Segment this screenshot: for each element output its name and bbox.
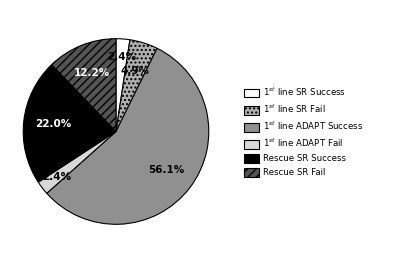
Text: 56.1%: 56.1% [148,165,184,175]
Wedge shape [116,39,130,132]
Legend: 1$^{st}$ line SR Success, 1$^{st}$ line SR Fail, 1$^{st}$ line ADAPT Success, 1$: 1$^{st}$ line SR Success, 1$^{st}$ line … [241,83,366,180]
Wedge shape [38,132,116,193]
Wedge shape [47,48,209,224]
Text: 2.4%: 2.4% [42,172,72,182]
Text: 2.4%: 2.4% [107,53,136,63]
Text: 4.9%: 4.9% [120,66,150,76]
Wedge shape [52,39,116,132]
Wedge shape [23,65,116,182]
Wedge shape [116,40,157,132]
Text: 12.2%: 12.2% [74,68,110,78]
Text: 22.0%: 22.0% [35,119,72,129]
